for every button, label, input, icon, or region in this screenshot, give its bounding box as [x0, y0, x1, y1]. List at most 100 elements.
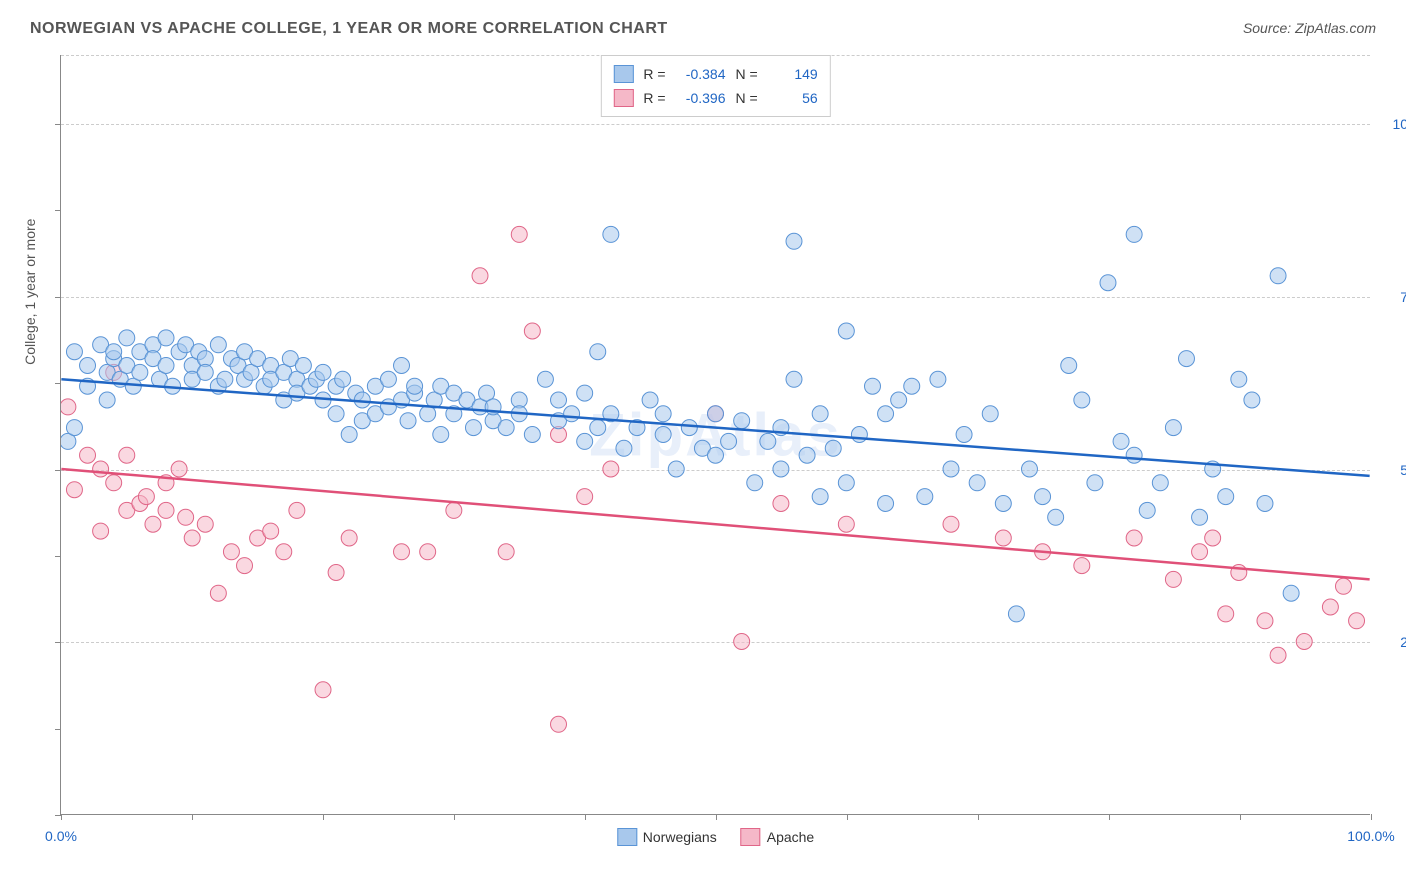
scatter-point	[551, 392, 567, 408]
scatter-point	[1100, 275, 1116, 291]
scatter-point	[577, 385, 593, 401]
x-tick	[323, 814, 324, 820]
scatter-point	[1152, 475, 1168, 491]
scatter-point	[1021, 461, 1037, 477]
trend-line	[61, 469, 1369, 579]
scatter-point	[210, 337, 226, 353]
scatter-point	[66, 482, 82, 498]
scatter-point	[1192, 544, 1208, 560]
scatter-point	[1218, 606, 1234, 622]
y-tick-label: 100.0%	[1380, 116, 1406, 132]
scatter-point	[655, 427, 671, 443]
scatter-point	[878, 406, 894, 422]
scatter-point	[865, 378, 881, 394]
scatter-point	[930, 371, 946, 387]
scatter-point	[1139, 502, 1155, 518]
scatter-point	[564, 406, 580, 422]
scatter-point	[93, 523, 109, 539]
scatter-point	[335, 371, 351, 387]
scatter-point	[1178, 351, 1194, 367]
scatter-point	[786, 233, 802, 249]
scatter-point	[328, 406, 344, 422]
scatter-point	[178, 509, 194, 525]
scatter-point	[80, 358, 96, 374]
n-value-nor: 149	[768, 62, 818, 86]
scatter-point	[1061, 358, 1077, 374]
scatter-point	[217, 371, 233, 387]
scatter-point	[708, 406, 724, 422]
chart-source: Source: ZipAtlas.com	[1243, 20, 1376, 38]
scatter-point	[158, 358, 174, 374]
scatter-point	[119, 447, 135, 463]
scatter-point	[851, 427, 867, 443]
scatter-point	[119, 330, 135, 346]
scatter-point	[603, 226, 619, 242]
scatter-point	[1231, 371, 1247, 387]
scatter-point	[708, 447, 724, 463]
scatter-point	[106, 475, 122, 491]
scatter-point	[295, 358, 311, 374]
scatter-point	[668, 461, 684, 477]
scatter-point	[158, 502, 174, 518]
scatter-point	[99, 392, 115, 408]
scatter-point	[838, 516, 854, 532]
scatter-point	[66, 344, 82, 360]
scatter-point	[1257, 496, 1273, 512]
scatter-point	[394, 358, 410, 374]
scatter-point	[812, 406, 828, 422]
scatter-point	[1035, 489, 1051, 505]
scatter-point	[969, 475, 985, 491]
scatter-point	[773, 461, 789, 477]
scatter-point	[943, 461, 959, 477]
x-tick	[454, 814, 455, 820]
scatter-point	[734, 413, 750, 429]
n-label-apa: N =	[736, 86, 758, 110]
scatter-point	[1048, 509, 1064, 525]
bottom-legend: Norwegians Apache	[617, 828, 814, 846]
r-label-apa: R =	[643, 86, 665, 110]
scatter-point	[603, 461, 619, 477]
chart-header: NORWEGIAN VS APACHE COLLEGE, 1 YEAR OR M…	[0, 20, 1406, 38]
scatter-point	[145, 516, 161, 532]
scatter-point	[904, 378, 920, 394]
scatter-point	[407, 378, 423, 394]
scatter-point	[1205, 530, 1221, 546]
scatter-point	[1349, 613, 1365, 629]
legend-label-apache: Apache	[767, 829, 814, 845]
scatter-point	[1074, 558, 1090, 574]
scatter-point	[341, 427, 357, 443]
scatter-point	[1322, 599, 1338, 615]
x-tick	[847, 814, 848, 820]
scatter-point	[446, 502, 462, 518]
scatter-point	[721, 433, 737, 449]
scatter-point	[642, 392, 658, 408]
scatter-point	[917, 489, 933, 505]
scatter-point	[551, 716, 567, 732]
scatter-point	[138, 489, 154, 505]
scatter-point	[1296, 634, 1312, 650]
scatter-point	[982, 406, 998, 422]
x-tick	[716, 814, 717, 820]
scatter-point	[184, 530, 200, 546]
scatter-point	[1126, 447, 1142, 463]
chart-plot-area: ZipAtlas R = -0.384 N = 149 R = -0.396 N…	[60, 55, 1370, 815]
scatter-point	[956, 427, 972, 443]
y-tick-label: 50.0%	[1380, 462, 1406, 478]
source-prefix: Source:	[1243, 20, 1295, 36]
scatter-svg	[61, 55, 1370, 814]
x-tick	[1109, 814, 1110, 820]
scatter-point	[158, 330, 174, 346]
scatter-point	[577, 433, 593, 449]
scatter-point	[995, 496, 1011, 512]
stats-legend: R = -0.384 N = 149 R = -0.396 N = 56	[600, 55, 830, 117]
scatter-point	[1126, 530, 1142, 546]
scatter-point	[537, 371, 553, 387]
scatter-point	[498, 420, 514, 436]
scatter-point	[943, 516, 959, 532]
scatter-point	[394, 544, 410, 560]
scatter-point	[400, 413, 416, 429]
scatter-point	[1192, 509, 1208, 525]
scatter-point	[747, 475, 763, 491]
scatter-point	[132, 364, 148, 380]
scatter-point	[289, 502, 305, 518]
